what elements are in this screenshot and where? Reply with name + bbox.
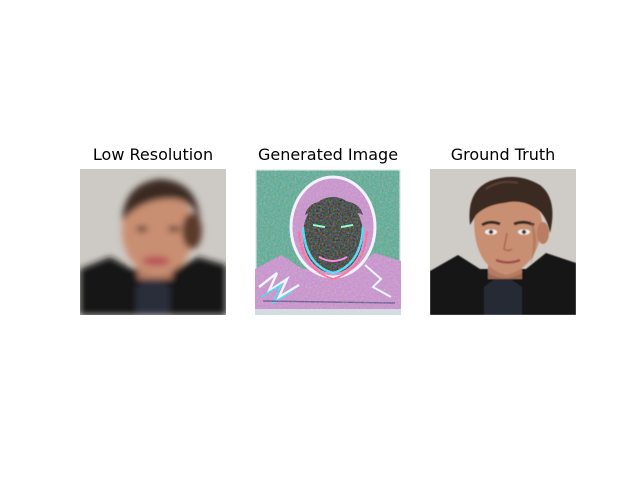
low-resolution-image xyxy=(80,169,226,315)
ground-truth-image xyxy=(430,169,576,315)
generated-image xyxy=(255,169,401,315)
panel-title-generated-image: Generated Image xyxy=(238,144,418,166)
panel-title-low-resolution: Low Resolution xyxy=(63,144,243,166)
panel-title-ground-truth: Ground Truth xyxy=(413,144,593,166)
